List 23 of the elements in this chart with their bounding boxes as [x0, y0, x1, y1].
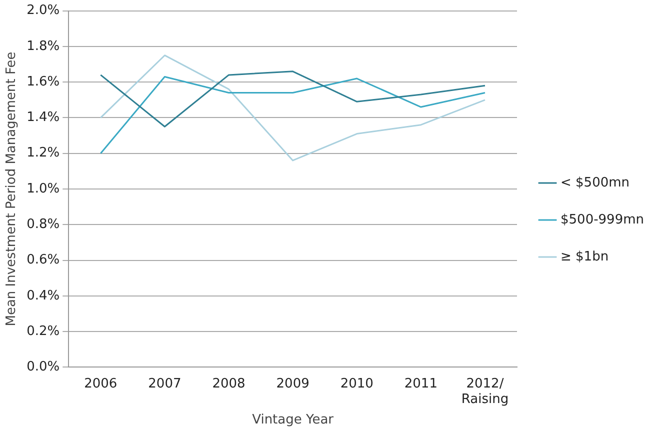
- legend-label: ≥ $1bn: [560, 249, 609, 264]
- y-tick-label: 0.6%: [26, 252, 60, 268]
- y-axis-title: Mean Investment Period Management Fee: [4, 52, 20, 326]
- y-tick-label: 0.4%: [26, 288, 60, 304]
- legend-label: < $500mn: [560, 175, 630, 190]
- x-tick-label: 2008: [212, 376, 246, 392]
- y-tick-label: 1.4%: [26, 110, 60, 126]
- y-tick-label: 1.6%: [26, 74, 60, 90]
- x-tick-label: 2011: [404, 376, 438, 392]
- x-tick-label: 2012/ Raising: [461, 376, 509, 407]
- y-tick-label: 0.2%: [26, 324, 60, 339]
- y-tick-label: 1.2%: [26, 146, 60, 161]
- y-tick-label: 0.8%: [26, 217, 60, 232]
- y-tick-label: 1.0%: [26, 181, 60, 196]
- x-axis-title: Vintage Year: [252, 412, 334, 428]
- x-tick-label: 2007: [148, 376, 182, 392]
- y-tick-label: 0.0%: [26, 360, 60, 375]
- y-tick-label: 1.8%: [26, 38, 60, 54]
- x-tick-label: 2009: [276, 376, 310, 392]
- x-tick-label: 2006: [84, 376, 118, 392]
- x-tick-label: 2010: [340, 376, 374, 392]
- y-tick-label: 2.0%: [26, 3, 60, 18]
- legend-label: $500-999mn: [560, 212, 644, 228]
